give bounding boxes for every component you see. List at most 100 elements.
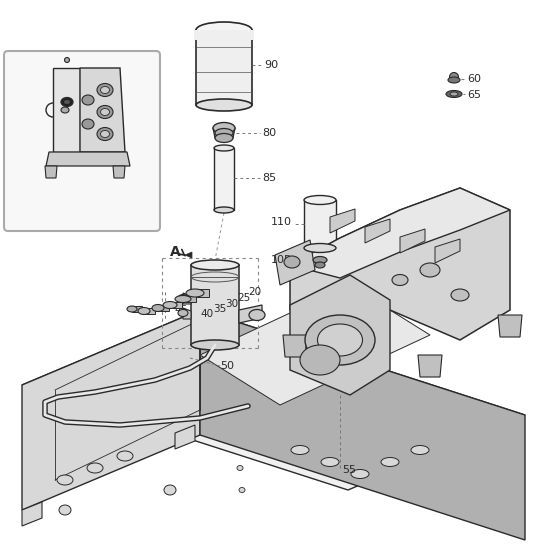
- Ellipse shape: [321, 458, 339, 466]
- Ellipse shape: [215, 133, 233, 142]
- Ellipse shape: [186, 289, 204, 297]
- Text: 20: 20: [248, 287, 261, 297]
- Ellipse shape: [305, 315, 375, 365]
- Ellipse shape: [57, 475, 73, 485]
- Ellipse shape: [196, 99, 252, 111]
- Text: 65: 65: [467, 90, 481, 100]
- Ellipse shape: [178, 295, 188, 301]
- Ellipse shape: [100, 109, 110, 115]
- Ellipse shape: [351, 469, 369, 478]
- Ellipse shape: [64, 58, 69, 63]
- Ellipse shape: [381, 458, 399, 466]
- Polygon shape: [22, 310, 200, 510]
- Polygon shape: [183, 308, 191, 319]
- Text: 105: 105: [271, 255, 292, 265]
- Polygon shape: [196, 30, 252, 105]
- Ellipse shape: [450, 72, 459, 82]
- Ellipse shape: [420, 263, 440, 277]
- Polygon shape: [214, 148, 234, 210]
- Ellipse shape: [313, 256, 327, 264]
- Text: 85: 85: [262, 173, 276, 183]
- Polygon shape: [195, 289, 209, 297]
- Ellipse shape: [163, 301, 177, 309]
- Ellipse shape: [117, 451, 133, 461]
- Ellipse shape: [215, 128, 233, 138]
- Polygon shape: [290, 188, 510, 340]
- Polygon shape: [400, 229, 425, 253]
- Text: 60: 60: [467, 74, 481, 84]
- Ellipse shape: [450, 92, 458, 96]
- Polygon shape: [239, 305, 262, 323]
- Polygon shape: [22, 310, 525, 490]
- Polygon shape: [22, 502, 42, 526]
- Polygon shape: [170, 302, 182, 308]
- Text: 30: 30: [225, 299, 238, 309]
- Text: 80: 80: [262, 128, 276, 138]
- Ellipse shape: [97, 105, 113, 119]
- Text: 45: 45: [175, 305, 188, 315]
- Text: 50: 50: [220, 361, 234, 371]
- Ellipse shape: [100, 130, 110, 138]
- Ellipse shape: [82, 95, 94, 105]
- Ellipse shape: [392, 274, 408, 286]
- Ellipse shape: [64, 100, 70, 104]
- Polygon shape: [283, 335, 307, 357]
- Ellipse shape: [237, 465, 243, 470]
- Ellipse shape: [214, 145, 234, 151]
- Ellipse shape: [249, 310, 265, 320]
- Ellipse shape: [448, 77, 460, 83]
- Text: 90: 90: [264, 60, 278, 70]
- Polygon shape: [498, 315, 522, 337]
- Text: 55: 55: [342, 465, 356, 475]
- Ellipse shape: [304, 244, 336, 253]
- Polygon shape: [418, 355, 442, 377]
- Ellipse shape: [304, 195, 336, 204]
- Polygon shape: [80, 68, 125, 152]
- Text: 25: 25: [237, 293, 250, 303]
- Polygon shape: [191, 265, 239, 345]
- Polygon shape: [53, 68, 80, 152]
- Ellipse shape: [100, 86, 110, 94]
- Ellipse shape: [191, 260, 239, 270]
- Ellipse shape: [196, 22, 252, 38]
- Ellipse shape: [97, 83, 113, 96]
- Ellipse shape: [59, 505, 71, 515]
- Polygon shape: [113, 166, 125, 178]
- Polygon shape: [290, 188, 510, 278]
- Ellipse shape: [213, 123, 235, 133]
- Polygon shape: [213, 128, 235, 138]
- Text: 40: 40: [200, 309, 213, 319]
- Polygon shape: [183, 296, 196, 302]
- Text: 110: 110: [271, 217, 292, 227]
- Polygon shape: [46, 152, 130, 166]
- Ellipse shape: [152, 305, 164, 311]
- Polygon shape: [200, 310, 525, 540]
- Polygon shape: [45, 166, 57, 178]
- Ellipse shape: [214, 207, 234, 213]
- Text: View A: View A: [55, 181, 109, 195]
- Ellipse shape: [138, 307, 150, 315]
- Polygon shape: [175, 425, 195, 449]
- Ellipse shape: [318, 324, 362, 356]
- Polygon shape: [290, 275, 390, 395]
- Ellipse shape: [411, 446, 429, 455]
- Polygon shape: [435, 239, 460, 263]
- Ellipse shape: [446, 91, 462, 97]
- Ellipse shape: [451, 289, 469, 301]
- Polygon shape: [194, 30, 254, 40]
- Ellipse shape: [191, 340, 239, 350]
- FancyBboxPatch shape: [4, 51, 160, 231]
- Polygon shape: [183, 293, 191, 304]
- Polygon shape: [365, 219, 390, 243]
- Ellipse shape: [87, 463, 103, 473]
- Polygon shape: [330, 209, 355, 233]
- Ellipse shape: [61, 97, 73, 106]
- Polygon shape: [185, 252, 192, 258]
- Ellipse shape: [127, 306, 137, 312]
- Ellipse shape: [284, 256, 300, 268]
- Ellipse shape: [175, 296, 191, 302]
- Ellipse shape: [82, 119, 94, 129]
- Polygon shape: [144, 308, 155, 314]
- Polygon shape: [200, 285, 430, 405]
- Text: A: A: [170, 245, 181, 259]
